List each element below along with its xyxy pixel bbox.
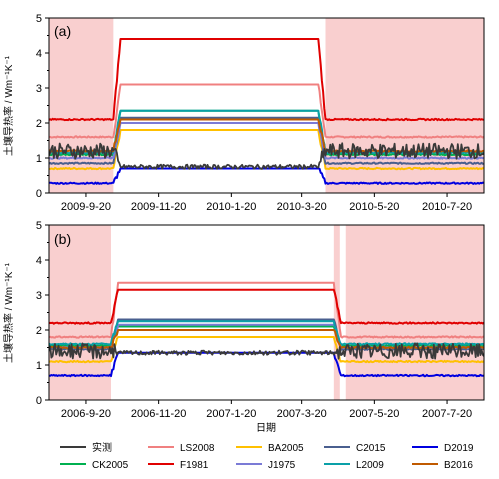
legend-label: C2015 (356, 443, 386, 454)
y-tick-label: 1 (36, 360, 42, 372)
series-line-LS2008 (49, 83, 484, 139)
legend-label: CK2005 (92, 460, 129, 471)
legend-item: B2016 (412, 460, 473, 471)
panel-a-y-axis-title: 土壤导热率 / Wm⁻¹K⁻¹ (2, 55, 15, 156)
legend-label: J1975 (268, 460, 296, 471)
x-axis-title: 日期 (256, 422, 276, 434)
x-tick-label: 2010-7-20 (422, 201, 472, 213)
y-tick-label: 5 (36, 220, 42, 232)
y-tick-label: 1 (36, 153, 42, 165)
y-tick-label: 5 (36, 13, 42, 25)
series-line-实测 (49, 142, 484, 170)
legend-item: D2019 (412, 443, 474, 454)
series-line-C2015 (49, 318, 484, 351)
legend-label: L2009 (356, 460, 384, 471)
legend-item: L2009 (324, 460, 384, 471)
y-tick-label: 3 (36, 83, 42, 95)
legend: 实测 LS2008 BA2005 C2015 D2019 CK2005 F1981 J1975… (60, 441, 474, 471)
panel-b-series (49, 281, 484, 378)
legend-item: J1975 (236, 460, 296, 471)
y-tick-label: 0 (36, 395, 42, 407)
y-tick-label: 4 (36, 48, 42, 60)
legend-item: C2015 (324, 443, 386, 454)
series-line-F1981 (49, 288, 484, 325)
panel-b-xticks: 2006-9-20 2006-11-20 2007-1-20 2007-3-20 200… (61, 400, 472, 420)
legend-label: B2016 (444, 460, 473, 471)
legend-item: LS2008 (148, 443, 215, 454)
panel-a-yticks: 0 1 2 3 4 5 (36, 13, 49, 200)
x-tick-label: 2007-5-20 (349, 408, 399, 420)
series-line-BA2005 (49, 336, 484, 364)
series-line-实测 (49, 342, 484, 360)
panel-a: 0 1 2 3 4 5 2009-9-20 2009-11-20 2010-1-20 2010-… (2, 13, 485, 213)
x-tick-label: 2007-1-20 (206, 408, 256, 420)
x-tick-label: 2006-11-20 (131, 408, 186, 420)
shaded-period-2 (325, 18, 484, 193)
panel-b-yticks: 0 1 2 3 4 5 (36, 220, 49, 407)
shaded-period-1 (49, 18, 114, 193)
legend-item: BA2005 (236, 443, 304, 454)
legend-item: 实测 (60, 441, 112, 454)
panel-b-shading (49, 225, 484, 400)
x-tick-label: 2009-11-20 (131, 201, 186, 213)
legend-label: D2019 (444, 443, 474, 454)
x-tick-label: 2006-9-20 (61, 408, 111, 420)
panel-a-label: (a) (54, 23, 71, 39)
x-tick-label: 2009-9-20 (61, 201, 111, 213)
series-line-C2015 (49, 116, 484, 165)
legend-label: F1981 (180, 460, 209, 471)
x-tick-label: 2010-5-20 (349, 201, 399, 213)
panel-a-xticks: 2009-9-20 2009-11-20 2010-1-20 2010-3-20 201… (61, 193, 472, 213)
y-tick-label: 0 (36, 188, 42, 200)
shaded-period-1 (49, 225, 111, 400)
shaded-period-3 (345, 225, 484, 400)
series-line-J1975 (49, 122, 484, 160)
series-line-BA2005 (49, 129, 484, 171)
legend-label: 实测 (92, 441, 112, 454)
legend-item: F1981 (148, 460, 209, 471)
legend-label: BA2005 (268, 443, 304, 454)
series-line-LS2008 (49, 281, 484, 339)
legend-item: CK2005 (60, 460, 129, 471)
y-tick-label: 4 (36, 255, 42, 267)
series-line-F1981 (49, 38, 484, 122)
series-line-B2016 (49, 329, 484, 350)
panel-b-y-axis-title: 土壤导热率 / Wm⁻¹K⁻¹ (2, 262, 15, 363)
panel-b: 0 1 2 3 4 5 2006-9-20 2006-11-20 2007-1-20 2007-… (2, 220, 485, 434)
x-tick-label: 2007-7-20 (422, 408, 472, 420)
y-tick-label: 3 (36, 290, 42, 302)
x-tick-label: 2010-3-20 (277, 201, 327, 213)
legend-label: LS2008 (180, 443, 215, 454)
y-tick-label: 2 (36, 118, 42, 130)
x-tick-label: 2010-1-20 (206, 201, 256, 213)
series-line-L2009 (49, 320, 484, 346)
x-tick-label: 2007-3-20 (277, 408, 327, 420)
panel-a-series (49, 38, 484, 185)
series-line-CK2005 (49, 325, 484, 348)
panel-b-label: (b) (54, 231, 71, 247)
y-tick-label: 2 (36, 325, 42, 337)
